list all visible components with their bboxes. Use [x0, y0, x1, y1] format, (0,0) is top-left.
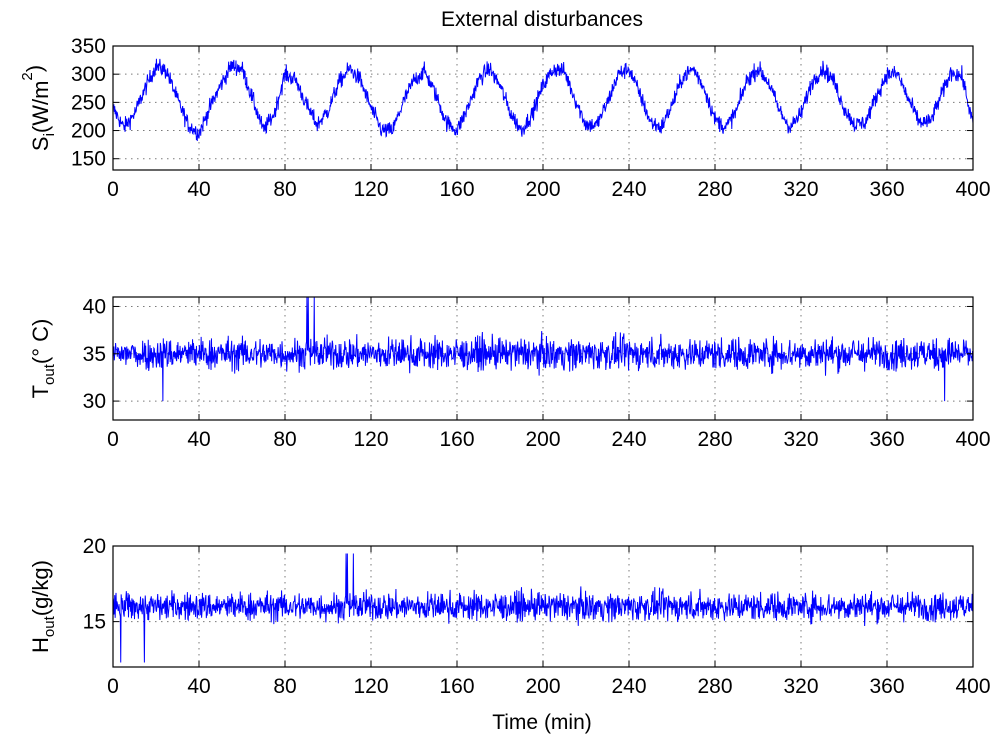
- x-tick-label: 400: [955, 428, 990, 451]
- x-tick-label: 80: [273, 675, 296, 698]
- x-tick-label: 160: [439, 428, 474, 451]
- x-tick-label: 320: [783, 178, 818, 201]
- y-tick-label: 300: [71, 63, 106, 86]
- x-tick-label: 360: [869, 675, 904, 698]
- x-tick-label: 240: [611, 178, 646, 201]
- y-tick-label: 40: [83, 295, 106, 318]
- x-tick-label: 400: [955, 675, 990, 698]
- y-axis-label: Si(W/m2): [19, 65, 58, 151]
- x-tick-label: 200: [525, 428, 560, 451]
- x-tick-label: 0: [107, 675, 119, 698]
- series-line: [112, 553, 974, 663]
- y-tick-label: 35: [83, 343, 106, 366]
- x-tick-label: 120: [353, 428, 388, 451]
- panel-outdoor-temperature: 0 40 80 120 160 200 240 280 320 360 400 30 35 40 Tout(…: [28, 295, 991, 451]
- x-tick-label: 200: [525, 178, 560, 201]
- x-tick-label: 280: [697, 178, 732, 201]
- x-tick-label: 240: [611, 675, 646, 698]
- x-tick-label: 160: [439, 675, 474, 698]
- x-tick-label: 320: [783, 428, 818, 451]
- series-line: [112, 58, 974, 141]
- x-tick-label: 40: [187, 178, 210, 201]
- y-tick-label: 15: [83, 611, 106, 634]
- x-tick-label: 40: [187, 428, 210, 451]
- x-tick-label: 360: [869, 178, 904, 201]
- y-tick-label: 200: [71, 120, 106, 143]
- y-tick-label: 350: [71, 35, 106, 58]
- y-tick-label: 30: [83, 390, 106, 413]
- x-tick-label: 400: [955, 178, 990, 201]
- x-tick-label: 0: [107, 178, 119, 201]
- x-tick-label: 240: [611, 428, 646, 451]
- x-tick-label: 320: [783, 675, 818, 698]
- y-tick-label: 150: [71, 148, 106, 171]
- y-axis-label: Tout(° C): [28, 319, 58, 399]
- x-tick-label: 0: [107, 428, 119, 451]
- x-tick-label: 80: [273, 178, 296, 201]
- x-tick-label: 120: [353, 675, 388, 698]
- x-tick-label: 160: [439, 178, 474, 201]
- x-tick-label: 120: [353, 178, 388, 201]
- chart-title: External disturbances: [441, 8, 643, 31]
- y-tick-label: 20: [83, 535, 106, 558]
- x-tick-label: 40: [187, 675, 210, 698]
- x-tick-label: 280: [697, 675, 732, 698]
- y-axis-label: Hout(g/kg): [28, 560, 58, 653]
- x-tick-label: 360: [869, 428, 904, 451]
- panel-solar-irradiance: 0 40 80 120 160 200 240 280 320 360 400 150 200 250 30…: [19, 35, 991, 201]
- x-tick-label: 280: [697, 428, 732, 451]
- panel-outdoor-humidity: 0 40 80 120 160 200 240 280 320 360 400 15 20 Hout(g/…: [28, 535, 991, 698]
- x-tick-label: 80: [273, 428, 296, 451]
- x-tick-label: 200: [525, 675, 560, 698]
- y-tick-label: 250: [71, 91, 106, 114]
- x-axis-label: Time (min): [492, 711, 592, 734]
- series-line: [112, 296, 974, 402]
